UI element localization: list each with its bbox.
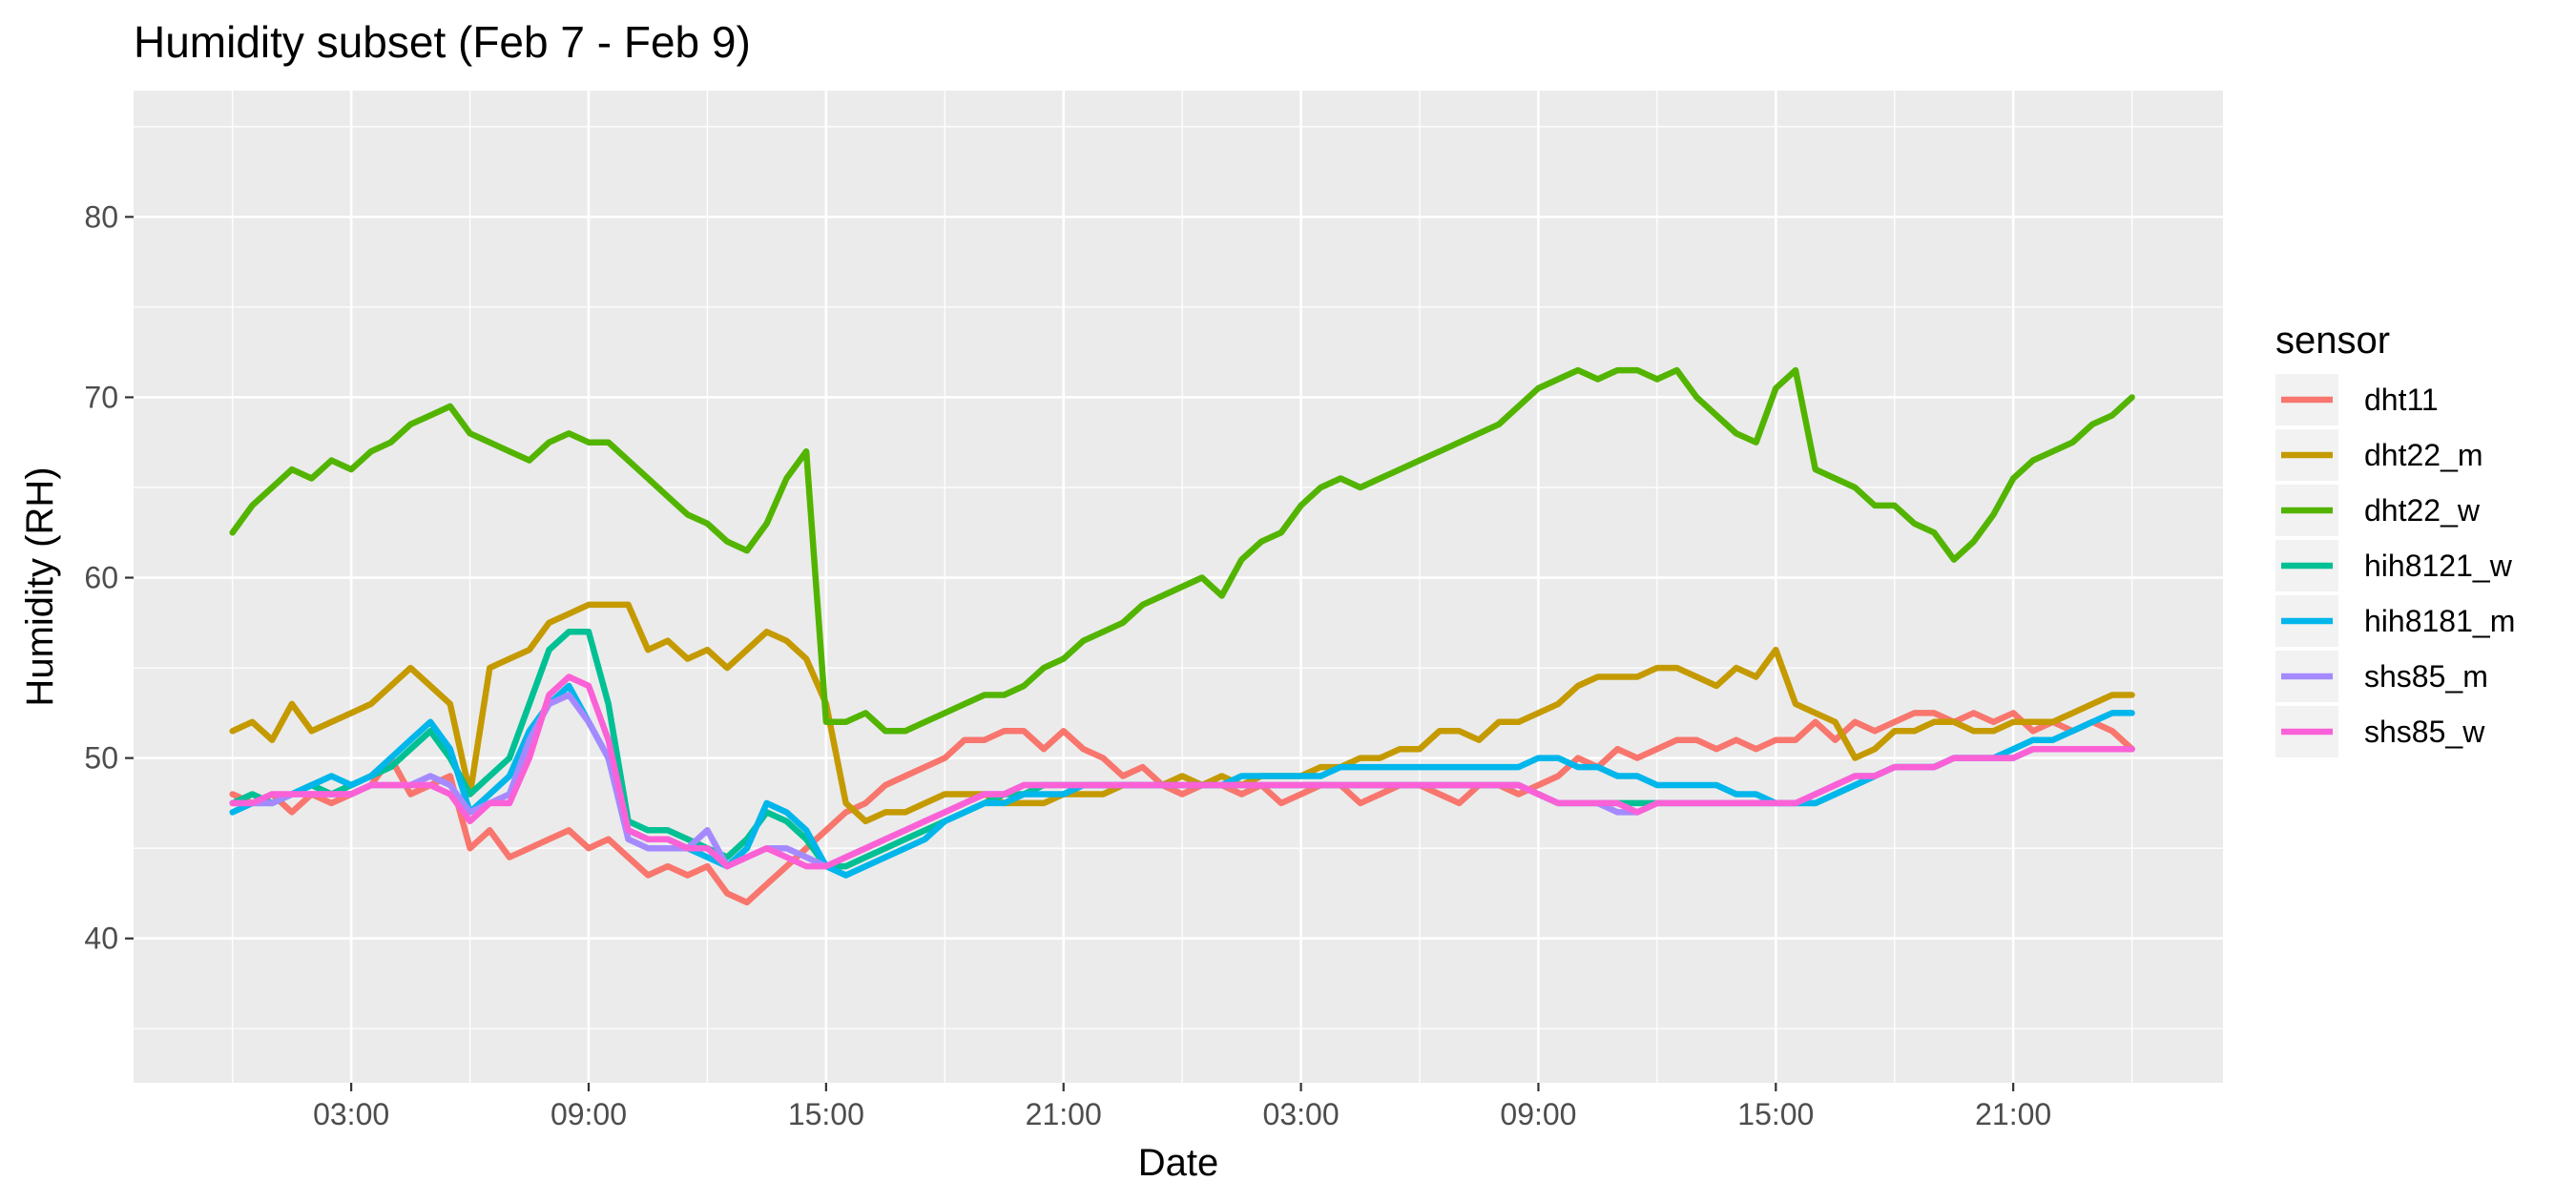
grid-major [134,91,2223,1083]
series-line-dht22_m [229,601,2135,825]
x-axis-title: Date [1138,1142,1219,1184]
y-tick-label: 60 [84,561,118,595]
series-layer [229,366,2135,906]
x-tick-label: 09:00 [1500,1097,1576,1131]
series-line-dht11 [229,710,2135,906]
series-line-shs85_w [229,674,2135,870]
legend-label-dht22_w: dht22_w [2364,493,2481,528]
y-tick-label: 70 [84,380,118,414]
legend-title: sensor [2275,320,2390,362]
legend-label-dht11: dht11 [2364,383,2439,417]
x-tick-label: 03:00 [313,1097,389,1131]
x-tick-label: 09:00 [551,1097,627,1131]
legend-label-hih8181_m: hih8181_m [2364,604,2515,638]
legend-label-hih8121_w: hih8121_w [2364,549,2513,583]
x-axis: 03:00 09:00 15:00 21:00 03:00 09:00 15:00 21:00 [313,1083,2051,1131]
y-axis: 40 50 60 70 80 [84,199,134,956]
legend: sensor dht11 dht22_m dht22_w hih8121_w hih81… [2275,320,2515,757]
legend-label-dht22_m: dht22_m [2364,438,2483,472]
series-line-dht22_w [229,366,2135,735]
y-tick-label: 40 [84,922,118,956]
y-tick-label: 80 [84,199,118,234]
x-tick-label: 21:00 [1975,1097,2051,1131]
y-axis-title: Humidity (RH) [19,466,61,706]
chart-title: Humidity subset (Feb 7 - Feb 9) [134,17,751,67]
x-tick-label: 21:00 [1026,1097,1102,1131]
y-tick-label: 50 [84,741,118,776]
x-tick-label: 15:00 [788,1097,864,1131]
legend-label-shs85_w: shs85_w [2364,715,2485,749]
x-tick-label: 03:00 [1263,1097,1340,1131]
x-tick-label: 15:00 [1737,1097,1814,1131]
legend-label-shs85_m: shs85_m [2364,659,2488,694]
